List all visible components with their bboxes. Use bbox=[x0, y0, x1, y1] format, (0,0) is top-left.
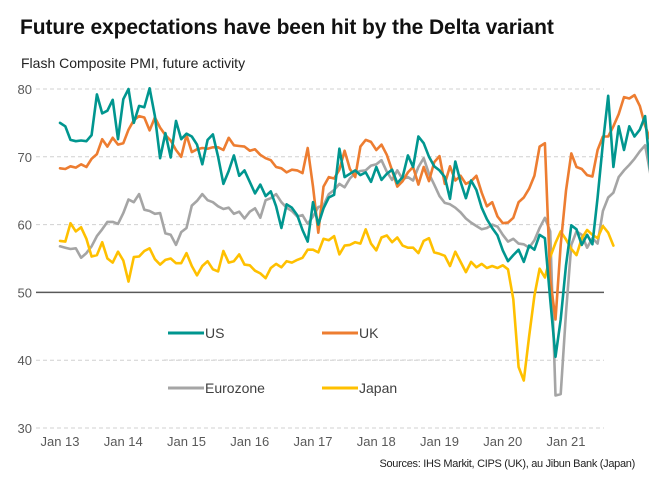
legend-label-us: US bbox=[205, 325, 224, 341]
y-tick-label: 60 bbox=[18, 218, 32, 233]
y-tick-label: 70 bbox=[18, 150, 32, 165]
series-line-eurozone bbox=[58, 144, 649, 397]
series-line-us bbox=[58, 87, 649, 359]
x-tick-label: Jan 18 bbox=[357, 434, 396, 449]
x-tick-label: Jan 17 bbox=[293, 434, 332, 449]
legend: US UK Eurozone Japan bbox=[164, 325, 440, 396]
series-lines bbox=[58, 87, 649, 397]
legend-label-japan: Japan bbox=[359, 380, 397, 396]
y-tick-label: 80 bbox=[18, 82, 32, 97]
chart-subtitle: Flash Composite PMI, future activity bbox=[21, 55, 246, 71]
x-axis-ticks: Jan 13 Jan 14 Jan 15 Jan 16 Jan 17 Jan 18 Jan … bbox=[40, 434, 585, 449]
legend-label-eurozone: Eurozone bbox=[205, 380, 265, 396]
x-tick-label: Jan 20 bbox=[483, 434, 522, 449]
x-tick-label: Jan 16 bbox=[230, 434, 269, 449]
series-line-japan bbox=[58, 221, 615, 382]
x-tick-label: Jan 14 bbox=[104, 434, 143, 449]
y-tick-label: 40 bbox=[18, 353, 32, 368]
x-tick-label: Jan 21 bbox=[546, 434, 585, 449]
x-tick-label: Jan 15 bbox=[167, 434, 206, 449]
x-tick-label: Jan 19 bbox=[420, 434, 459, 449]
x-tick-label: Jan 13 bbox=[40, 434, 79, 449]
source-note: Sources: IHS Markit, CIPS (UK), au Jibun… bbox=[379, 458, 635, 470]
legend-label-uk: UK bbox=[359, 325, 379, 341]
y-tick-label: 30 bbox=[18, 421, 32, 436]
chart-title: Future expectations have been hit by the… bbox=[20, 16, 554, 39]
y-tick-label: 50 bbox=[18, 285, 32, 300]
y-axis-ticks: 30 40 50 60 70 80 bbox=[18, 82, 32, 436]
series-line-uk bbox=[58, 93, 649, 321]
